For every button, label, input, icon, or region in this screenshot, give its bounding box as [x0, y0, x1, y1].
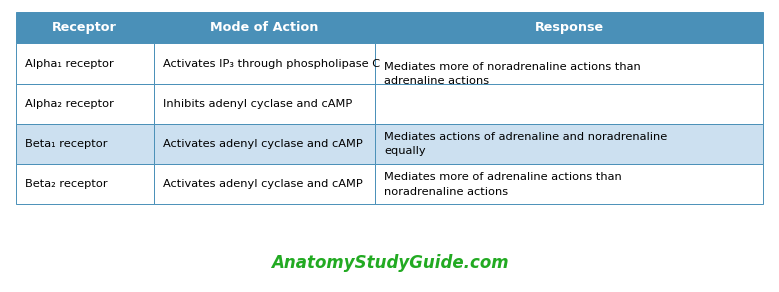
- Text: Alpha₂ receptor: Alpha₂ receptor: [25, 99, 114, 109]
- Bar: [375, 44, 763, 124]
- Text: Mode of Action: Mode of Action: [210, 21, 319, 34]
- Text: Activates adenyl cyclase and cAMP: Activates adenyl cyclase and cAMP: [164, 139, 363, 149]
- Text: Inhibits adenyl cyclase and cAMP: Inhibits adenyl cyclase and cAMP: [164, 99, 353, 109]
- Bar: [154, 84, 375, 124]
- Bar: [154, 164, 375, 204]
- Bar: [16, 84, 154, 124]
- Text: Response: Response: [534, 21, 604, 34]
- Text: Beta₂ receptor: Beta₂ receptor: [25, 179, 108, 189]
- Bar: [16, 124, 154, 164]
- Text: Alpha₁ receptor: Alpha₁ receptor: [25, 59, 114, 69]
- Bar: [154, 12, 375, 44]
- Bar: [16, 12, 154, 44]
- Text: Mediates more of noradrenaline actions than
adrenaline actions: Mediates more of noradrenaline actions t…: [384, 62, 640, 86]
- Bar: [375, 164, 763, 204]
- Text: Mediates actions of adrenaline and noradrenaline
equally: Mediates actions of adrenaline and norad…: [384, 132, 667, 157]
- Text: AnatomyStudyGuide.com: AnatomyStudyGuide.com: [270, 254, 509, 272]
- Bar: [154, 124, 375, 164]
- Text: Beta₁ receptor: Beta₁ receptor: [25, 139, 108, 149]
- Bar: [375, 124, 763, 164]
- Text: Activates adenyl cyclase and cAMP: Activates adenyl cyclase and cAMP: [164, 179, 363, 189]
- Text: Activates IP₃ through phospholipase C: Activates IP₃ through phospholipase C: [164, 59, 380, 69]
- Text: Mediates more of adrenaline actions than
noradrenaline actions: Mediates more of adrenaline actions than…: [384, 172, 622, 197]
- Bar: [154, 44, 375, 84]
- Bar: [375, 12, 763, 44]
- Text: Receptor: Receptor: [52, 21, 117, 34]
- Bar: [16, 44, 154, 84]
- Bar: [16, 164, 154, 204]
